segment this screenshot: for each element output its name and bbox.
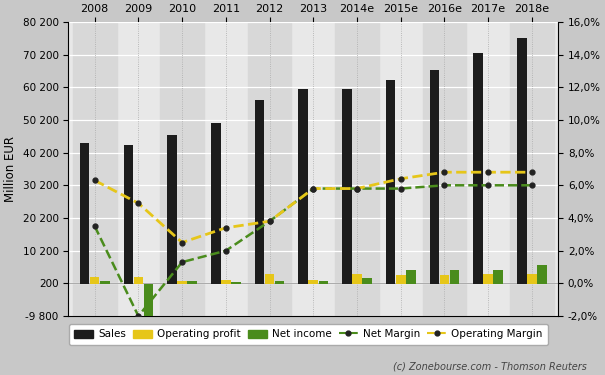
Bar: [510, 22, 554, 316]
Bar: [517, 38, 526, 284]
Bar: [221, 280, 231, 284]
Bar: [527, 274, 537, 284]
Bar: [494, 270, 503, 284]
Bar: [430, 70, 439, 284]
Bar: [73, 22, 117, 316]
Bar: [422, 22, 466, 316]
Operating Margin: [353, 186, 361, 191]
Bar: [362, 278, 372, 284]
Operating Margin: [441, 170, 448, 174]
Operating Margin: [135, 201, 142, 206]
Bar: [123, 145, 133, 284]
Bar: [335, 22, 379, 316]
Net Margin: [485, 183, 492, 188]
Bar: [537, 266, 547, 284]
Text: (c) Zonebourse.com - Thomson Reuters: (c) Zonebourse.com - Thomson Reuters: [393, 361, 587, 371]
Bar: [211, 123, 221, 284]
Operating Margin: [310, 186, 317, 191]
Y-axis label: Million EUR: Million EUR: [4, 136, 17, 202]
Operating Margin: [222, 225, 229, 230]
Net Margin: [397, 186, 404, 191]
Line: Operating Margin: Operating Margin: [92, 170, 534, 245]
Bar: [90, 277, 99, 284]
Bar: [167, 135, 177, 284]
Net Margin: [528, 183, 535, 188]
Bar: [483, 274, 493, 284]
Net Margin: [353, 186, 361, 191]
Bar: [473, 53, 483, 284]
Legend: Sales, Operating profit, Net income, Net Margin, Operating Margin: Sales, Operating profit, Net income, Net…: [69, 324, 548, 345]
Net Margin: [310, 186, 317, 191]
Net Margin: [91, 224, 98, 228]
Net Margin: [266, 219, 273, 224]
Net Margin: [178, 260, 186, 264]
Operating Margin: [91, 178, 98, 183]
Bar: [352, 274, 362, 284]
Bar: [450, 270, 459, 284]
Bar: [275, 281, 284, 284]
Operating Margin: [178, 240, 186, 245]
Bar: [231, 282, 241, 284]
Bar: [440, 274, 450, 284]
Bar: [188, 281, 197, 284]
Net Margin: [135, 314, 142, 318]
Bar: [80, 143, 90, 284]
Bar: [396, 275, 405, 284]
Net Margin: [441, 183, 448, 188]
Operating Margin: [528, 170, 535, 174]
Bar: [406, 270, 416, 284]
Bar: [255, 100, 264, 284]
Bar: [298, 90, 308, 284]
Operating Margin: [266, 219, 273, 224]
Bar: [134, 277, 143, 284]
Bar: [342, 88, 352, 284]
Bar: [160, 22, 204, 316]
Bar: [386, 80, 396, 284]
Bar: [265, 274, 274, 284]
Bar: [100, 281, 110, 284]
Bar: [247, 22, 292, 316]
Bar: [309, 280, 318, 284]
Operating Margin: [485, 170, 492, 174]
Line: Net Margin: Net Margin: [92, 183, 534, 318]
Bar: [318, 281, 328, 284]
Bar: [143, 284, 153, 316]
Net Margin: [222, 248, 229, 253]
Bar: [177, 281, 187, 284]
Operating Margin: [397, 177, 404, 181]
